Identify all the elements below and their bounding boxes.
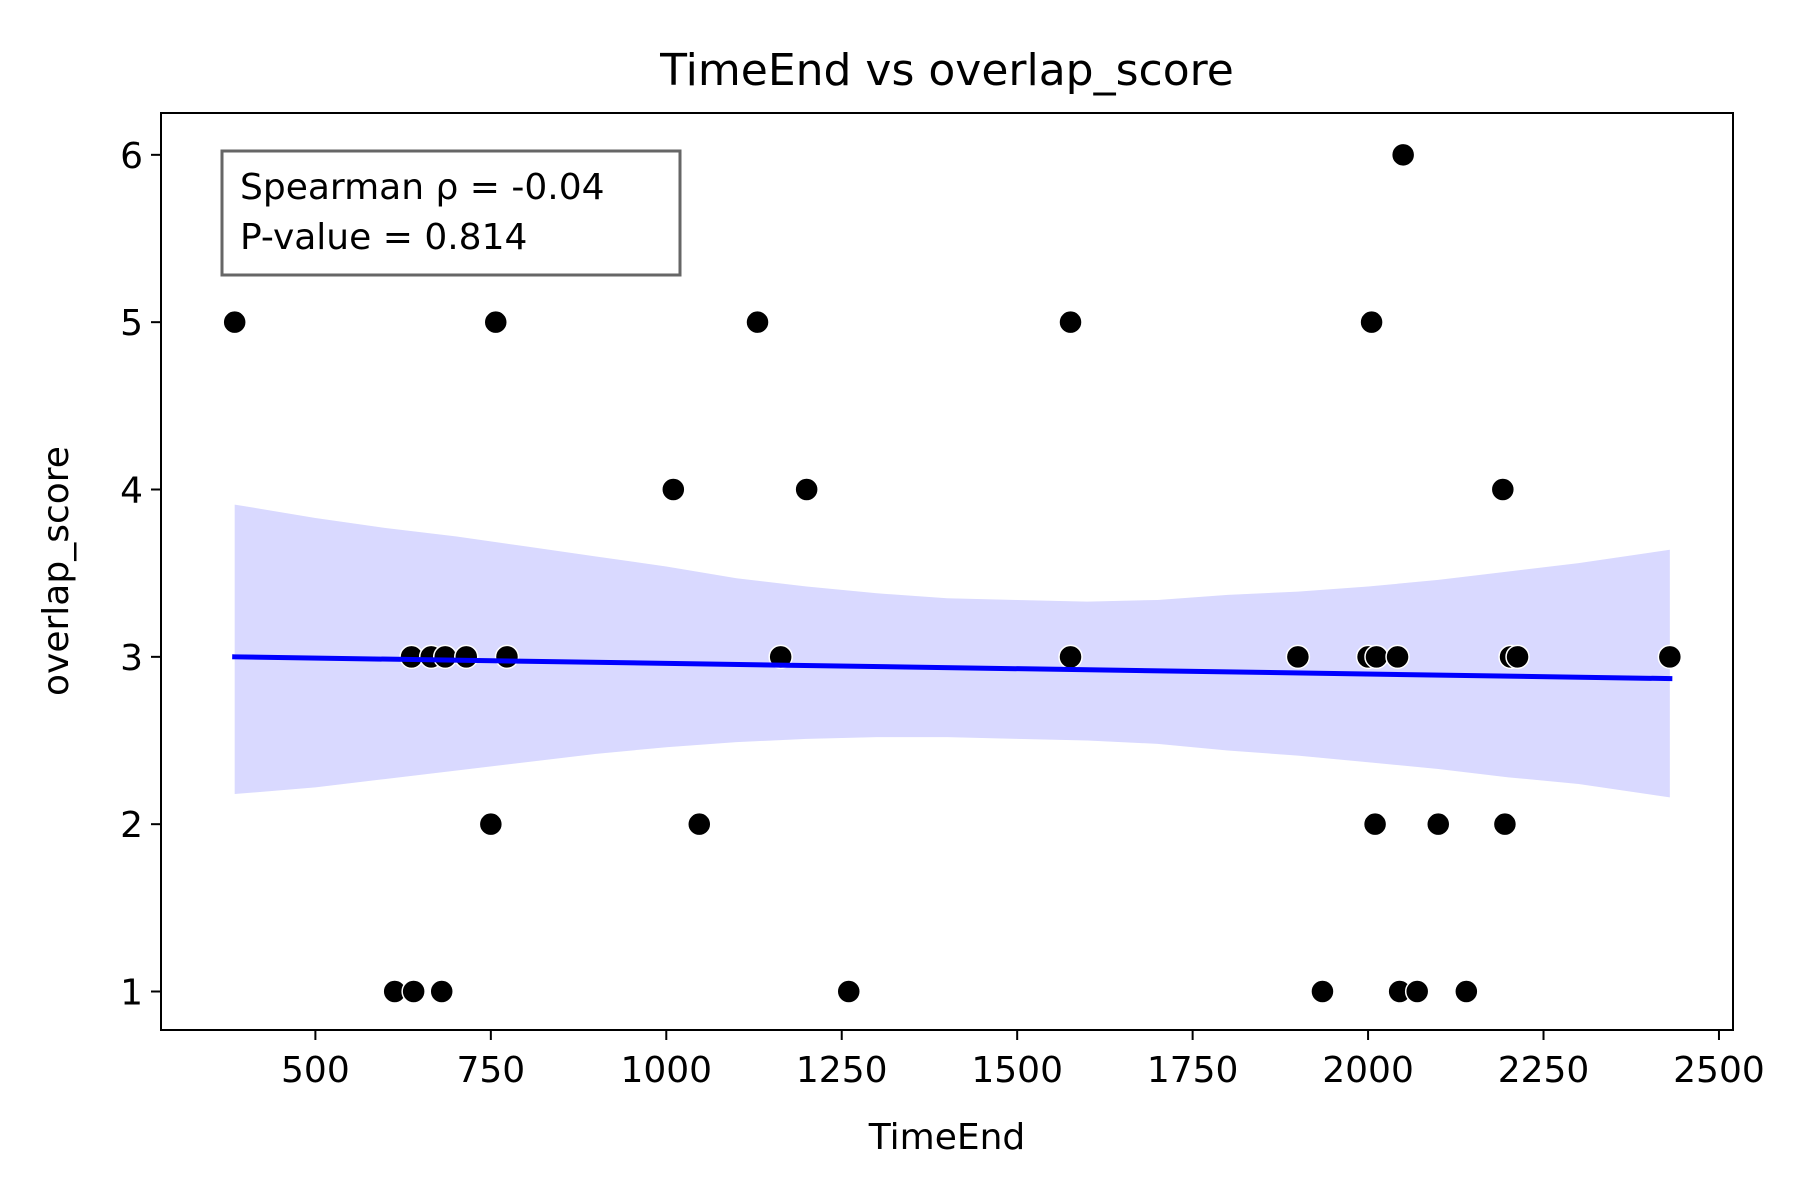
scatter-point — [794, 477, 819, 502]
scatter-point — [1657, 644, 1683, 670]
x-tick-label: 500 — [281, 1050, 350, 1091]
x-tick-label: 2250 — [1498, 1050, 1590, 1091]
x-tick-label: 1250 — [796, 1050, 888, 1091]
scatter-point — [454, 644, 479, 670]
stats-p-value-text: P-value = 0.814 — [240, 217, 527, 258]
scatter-point — [836, 979, 861, 1004]
scatter-point — [1364, 644, 1389, 670]
y-tick-label: 6 — [120, 136, 143, 177]
scatter-point — [1505, 644, 1530, 670]
x-axis-label: TimeEnd — [868, 1117, 1026, 1158]
scatter-point — [483, 309, 509, 335]
scatter-point — [1492, 811, 1518, 837]
scatter-point — [494, 644, 520, 670]
stats-box-frame — [220, 149, 682, 277]
x-ticks-layer: 500 750 1000 1250 1500 1750 2000 2250 2500 — [281, 1030, 1765, 1091]
x-tick-label: 1750 — [1147, 1050, 1239, 1091]
stats-box: Spearman ρ = -0.04 P-value = 0.814 — [220, 149, 682, 277]
scatter-point — [745, 309, 770, 335]
scatter-point — [1490, 477, 1516, 502]
scatter-point — [1404, 979, 1430, 1004]
scatter-point — [1426, 811, 1451, 837]
scatter-point — [401, 979, 426, 1004]
y-tick-label: 1 — [120, 973, 143, 1014]
scatter-point — [1359, 309, 1384, 335]
x-tick-label: 750 — [456, 1050, 525, 1091]
x-tick-label: 2500 — [1673, 1050, 1765, 1091]
regression-line — [232, 654, 1673, 682]
scatter-point — [687, 811, 712, 837]
scatter-point — [1058, 644, 1083, 670]
scatter-point — [1362, 811, 1388, 837]
scatter-point — [1058, 309, 1083, 335]
scatter-point — [1390, 142, 1416, 168]
scatter-point — [429, 979, 454, 1004]
x-tick-label: 2000 — [1322, 1050, 1414, 1091]
scatter-point — [222, 309, 247, 335]
confidence-band-layer — [234, 504, 1670, 798]
chart-title: TimeEnd vs overlap_score — [659, 45, 1234, 96]
stats-correlation-text: Spearman ρ = -0.04 — [240, 167, 605, 208]
y-tick-label: 5 — [120, 303, 143, 344]
scatter-point — [661, 477, 686, 502]
scatter-point — [1310, 979, 1335, 1004]
line-layer — [232, 654, 1673, 682]
y-tick-label: 4 — [120, 471, 143, 512]
x-tick-label: 1000 — [620, 1050, 712, 1091]
scatter-point — [478, 811, 504, 837]
x-tick-label: 1500 — [971, 1050, 1063, 1091]
confidence-band — [234, 504, 1670, 798]
y-ticks-layer: 1 2 3 4 5 6 — [120, 136, 161, 1014]
scatter-point — [1454, 979, 1479, 1004]
scatter-point — [432, 644, 458, 670]
plot-area-frame — [160, 112, 1734, 1031]
y-axis-label: overlap_score — [36, 446, 77, 696]
y-tick-label: 3 — [120, 638, 143, 679]
scatter-point — [1385, 644, 1410, 670]
y-tick-label: 2 — [120, 805, 143, 846]
scatter-point — [1285, 644, 1311, 670]
